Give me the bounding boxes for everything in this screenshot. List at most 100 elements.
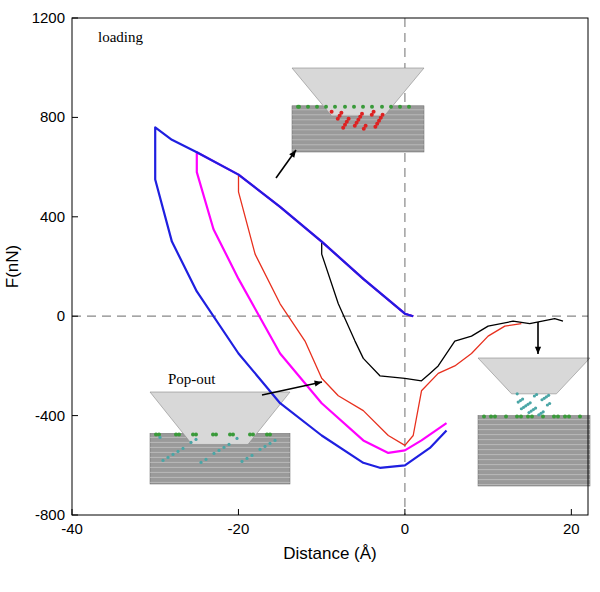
y-tick bbox=[72, 216, 78, 217]
atom bbox=[227, 443, 230, 446]
lattice bbox=[478, 429, 590, 430]
atom bbox=[373, 125, 377, 129]
atom bbox=[546, 403, 549, 406]
atom bbox=[515, 415, 519, 419]
atom bbox=[296, 105, 300, 109]
arrow-head bbox=[289, 150, 296, 158]
atom bbox=[204, 458, 207, 461]
lattice bbox=[478, 464, 590, 465]
atom bbox=[330, 110, 334, 114]
inset-illustration bbox=[150, 392, 290, 484]
lattice bbox=[478, 474, 590, 475]
atom bbox=[537, 413, 540, 416]
atom bbox=[489, 415, 493, 419]
lattice bbox=[292, 149, 424, 150]
atom bbox=[407, 105, 411, 109]
atom bbox=[176, 450, 179, 453]
tip bbox=[478, 358, 590, 394]
lattice bbox=[292, 129, 424, 130]
atom bbox=[578, 415, 582, 419]
atom bbox=[166, 456, 169, 459]
annotation: Pop-out bbox=[168, 371, 216, 387]
plot-frame bbox=[72, 18, 588, 515]
atom bbox=[240, 460, 243, 463]
lattice bbox=[478, 459, 590, 460]
lattice bbox=[150, 447, 290, 448]
y-tick-label: -800 bbox=[35, 506, 65, 523]
atom bbox=[519, 415, 523, 419]
atom bbox=[563, 415, 567, 419]
chart: -40-20020-800-40004008001200Distance (Å)… bbox=[0, 0, 600, 592]
inset-illustration bbox=[292, 68, 424, 152]
y-tick bbox=[72, 18, 78, 19]
atom bbox=[482, 415, 486, 419]
atom bbox=[352, 105, 356, 109]
lattice bbox=[478, 439, 590, 440]
lattice bbox=[478, 424, 590, 425]
tip bbox=[150, 392, 290, 444]
reference-line bbox=[404, 18, 405, 515]
atom bbox=[556, 415, 560, 419]
y-tick bbox=[72, 117, 78, 118]
atom bbox=[273, 439, 276, 442]
y-tick-label: 800 bbox=[40, 108, 65, 125]
x-tick bbox=[238, 509, 239, 515]
atom bbox=[315, 105, 319, 109]
x-tick bbox=[72, 509, 73, 515]
atom bbox=[250, 454, 253, 457]
atom bbox=[530, 415, 534, 419]
atom bbox=[177, 432, 181, 436]
lattice bbox=[292, 139, 424, 140]
atom bbox=[398, 105, 402, 109]
y-tick-label: -400 bbox=[35, 407, 65, 424]
lattice bbox=[292, 124, 424, 125]
atom bbox=[520, 407, 523, 410]
x-tick bbox=[571, 509, 572, 515]
atom bbox=[353, 124, 357, 128]
atom bbox=[370, 113, 374, 117]
y-tick-label: 1200 bbox=[32, 9, 65, 26]
atom bbox=[362, 127, 366, 131]
lattice bbox=[478, 444, 590, 445]
atom bbox=[251, 432, 255, 436]
atom bbox=[493, 415, 497, 419]
lattice bbox=[478, 434, 590, 435]
y-tick-label: 0 bbox=[57, 307, 65, 324]
atom bbox=[336, 117, 340, 121]
atom bbox=[324, 105, 328, 109]
x-tick-label: -20 bbox=[228, 520, 250, 537]
atom bbox=[161, 459, 164, 462]
atom bbox=[217, 449, 220, 452]
arrow-head bbox=[314, 381, 322, 387]
atom bbox=[504, 415, 508, 419]
atom bbox=[194, 432, 198, 436]
arrow-head bbox=[535, 347, 541, 354]
atom bbox=[263, 445, 266, 448]
atom bbox=[181, 447, 184, 450]
atom bbox=[235, 437, 238, 440]
atom bbox=[171, 453, 174, 456]
atom bbox=[189, 441, 192, 444]
atom bbox=[540, 398, 543, 401]
series-line bbox=[155, 127, 446, 468]
atom bbox=[231, 432, 235, 436]
atom bbox=[361, 105, 365, 109]
atom bbox=[194, 438, 197, 441]
lattice bbox=[150, 457, 290, 458]
atom bbox=[567, 415, 571, 419]
y-tick bbox=[72, 515, 78, 516]
atom bbox=[527, 411, 530, 414]
series-line bbox=[322, 242, 563, 381]
lattice bbox=[150, 462, 290, 463]
lattice bbox=[150, 452, 290, 453]
series-line bbox=[197, 152, 447, 453]
atom bbox=[333, 105, 337, 109]
atom bbox=[370, 105, 374, 109]
annotation: loading bbox=[98, 29, 143, 45]
atom bbox=[212, 452, 215, 455]
atom bbox=[541, 415, 545, 419]
tip bbox=[292, 68, 424, 116]
atom bbox=[343, 105, 347, 109]
atom bbox=[533, 394, 536, 397]
reference-line bbox=[72, 316, 588, 317]
